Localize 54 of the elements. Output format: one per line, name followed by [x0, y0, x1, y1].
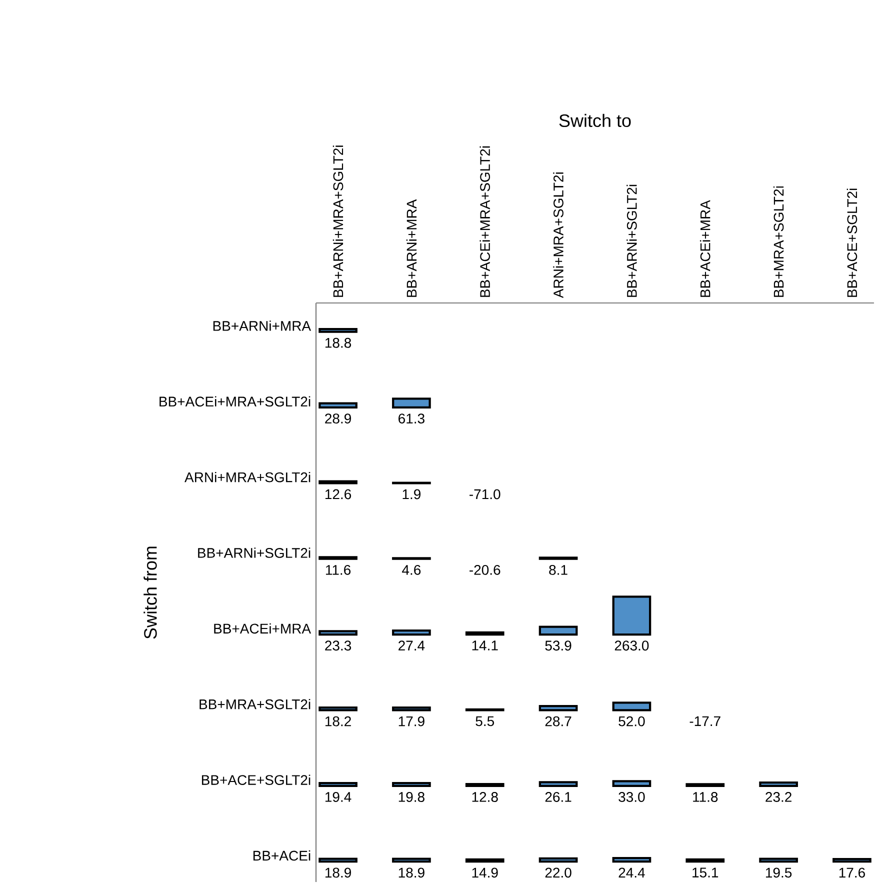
- y-tick-label: BB+ARNi+MRA: [213, 320, 312, 331]
- y-tick-label: ARNi+MRA+SGLT2i: [184, 472, 310, 482]
- y-tick-label: BB+ACEi+MRA+SGLT2i: [160, 396, 310, 407]
- data-label: 263.0: [614, 640, 649, 651]
- data-label: -20.6: [470, 564, 500, 575]
- data-label: 23.2: [766, 792, 792, 802]
- y-tick-label: BB+ACE+SGLT2i: [202, 774, 310, 785]
- x-tick-label: BB+ACEi+MRA: [700, 200, 710, 297]
- x-tick-label: BB+ARNi+MRA+SGLT2i: [332, 146, 344, 297]
- x-tick-label: BB+ACE+SGLT2i: [846, 188, 858, 297]
- data-label: 14.1: [472, 640, 498, 650]
- data-label: 19.4: [325, 792, 352, 802]
- data-label: 27.4: [398, 640, 425, 650]
- y-tick-label: BB+ACEi+MRA: [214, 623, 312, 634]
- y-axis-title: Switch from: [144, 546, 157, 639]
- x-tick-label: BB+ARNi+MRA: [406, 199, 417, 297]
- data-label: 18.2: [325, 716, 351, 726]
- data-label: 18.8: [325, 338, 352, 348]
- data-label: 8.1: [549, 564, 568, 575]
- data-label: 12.6: [325, 489, 352, 500]
- data-label: 26.1: [545, 792, 572, 802]
- data-label: 14.9: [472, 868, 498, 878]
- data-label: 15.1: [692, 868, 718, 878]
- y-tick-label: BB+ACEi: [253, 850, 310, 861]
- data-label: 23.3: [325, 640, 352, 651]
- data-label: 11.6: [326, 564, 351, 575]
- data-label: 53.9: [545, 640, 572, 651]
- y-tick-label: BB+MRA+SGLT2i: [200, 699, 310, 710]
- x-tick-label: ARNi+MRA+SGLT2i: [553, 172, 564, 298]
- data-label: 19.8: [398, 792, 424, 802]
- data-label: 52.0: [618, 716, 645, 726]
- data-label: -17.7: [690, 716, 720, 726]
- data-label: 1.9: [402, 489, 420, 500]
- data-label: -71.0: [470, 489, 500, 500]
- x-tick-label: BB+MRA+SGLT2i: [773, 186, 784, 297]
- data-label: 18.9: [398, 868, 424, 878]
- y-tick-label: BB+ARNi+SGLT2i: [198, 548, 310, 558]
- data-label: 24.4: [618, 868, 645, 878]
- data-label: 33.0: [618, 792, 645, 802]
- data-label: 28.9: [325, 414, 351, 424]
- data-label: 22.0: [545, 868, 572, 878]
- data-label: 28.7: [545, 716, 572, 726]
- data-label: 17.9: [398, 716, 424, 726]
- data-label: 18.9: [325, 868, 351, 878]
- x-axis-title: Switch to: [559, 114, 631, 128]
- x-tick-label: BB+ARNi+SGLT2i: [626, 184, 637, 297]
- data-label: 4.6: [402, 564, 421, 575]
- data-label: 11.8: [693, 792, 718, 802]
- data-label: 17.6: [839, 868, 865, 878]
- x-tick-label: BB+ACEi+MRA+SGLT2i: [480, 146, 490, 297]
- data-label: 61.3: [398, 414, 424, 424]
- data-label: 19.5: [766, 868, 792, 878]
- data-label: 12.8: [472, 792, 498, 802]
- data-label: 5.5: [476, 716, 494, 726]
